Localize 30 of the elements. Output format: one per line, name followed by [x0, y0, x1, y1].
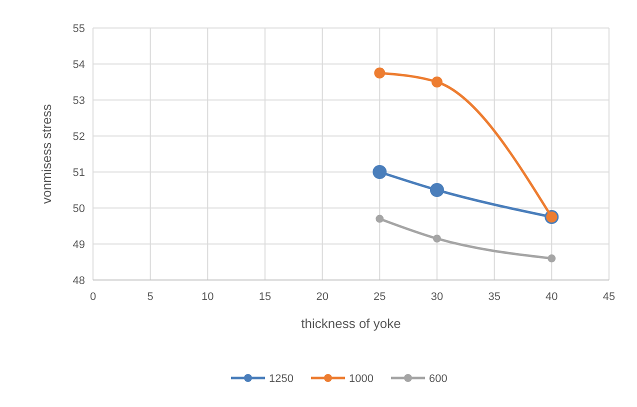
y-axis-title: vonmisess stress	[39, 104, 54, 204]
y-tick-label: 49	[72, 239, 85, 251]
point	[374, 68, 386, 78]
y-tick-label: 55	[72, 23, 85, 35]
x-tick-label: 30	[430, 291, 444, 303]
y-tick-label: 48	[72, 275, 85, 287]
point	[372, 165, 387, 179]
point	[432, 76, 442, 88]
x-axis-title: thickness of yoke	[301, 316, 401, 331]
legend-label: 1250	[269, 373, 294, 385]
x-tick-label: 5	[147, 291, 154, 303]
y-tick-label: 53	[72, 95, 85, 107]
point	[548, 254, 556, 262]
legend-label: 1000	[349, 373, 374, 385]
x-tick-label: 40	[546, 291, 558, 303]
x-tick-label: 45	[602, 291, 616, 303]
point	[376, 214, 384, 223]
point	[430, 183, 444, 197]
x-tick-label: 20	[316, 291, 328, 303]
point	[433, 234, 441, 243]
x-tick-label: 25	[374, 291, 386, 303]
legend-label: 600	[429, 373, 448, 385]
x-tick-label: 15	[258, 291, 272, 303]
x-tick-label: 0	[90, 291, 96, 303]
y-tick-label: 50	[72, 203, 85, 215]
x-tick-label: 35	[488, 291, 500, 303]
y-tick-label: 52	[72, 131, 85, 143]
x-tick-label: 10	[202, 291, 214, 303]
y-tick-label: 51	[72, 167, 85, 179]
y-tick-label: 54	[72, 59, 85, 71]
